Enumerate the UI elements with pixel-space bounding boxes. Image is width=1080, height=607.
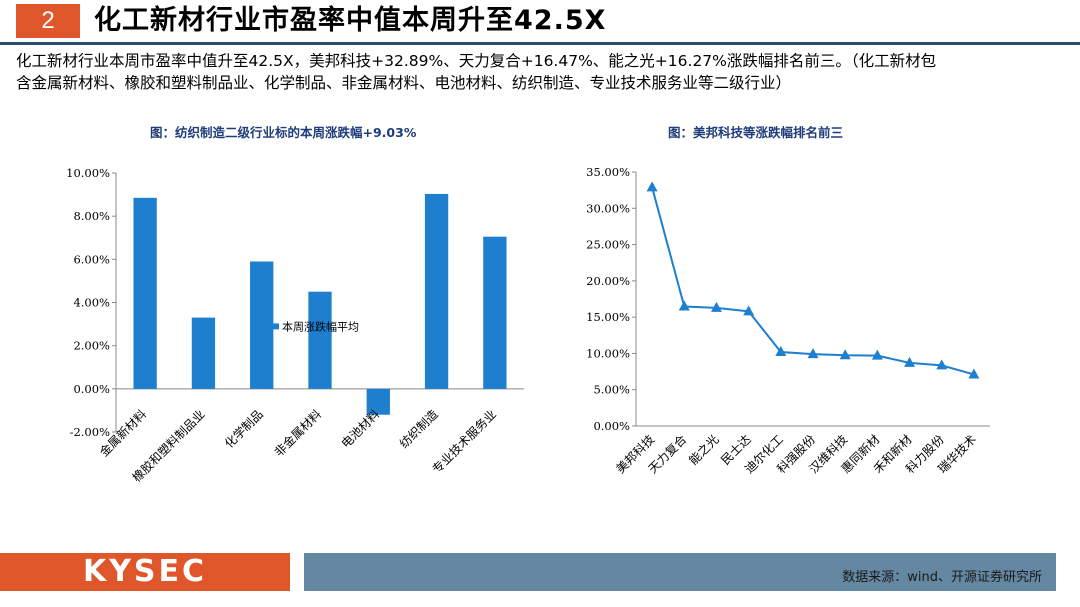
summary-line-2: 含金属新材料、橡胶和塑料制品业、化学制品、非金属材料、电池材料、纺织制造、专业技…	[16, 74, 792, 92]
y-tick-label: 2.00%	[73, 339, 110, 353]
series-line	[651, 187, 975, 376]
x-category-label: 能之光	[686, 432, 721, 467]
title-bar: 2 化工新材行业市盈率中值本周升至42.5X	[0, 0, 1080, 42]
line-point	[743, 305, 755, 316]
line-point	[968, 368, 980, 379]
bar	[424, 193, 449, 389]
line-point	[839, 349, 851, 360]
bar	[366, 388, 390, 415]
y-tick-label: 4.00%	[73, 296, 110, 310]
summary-text: 化工新材行业本周市盈率中值升至42.5X，美邦科技+32.89%、天力复合+16…	[16, 50, 1046, 94]
page-title: 化工新材行业市盈率中值本周升至42.5X	[94, 5, 607, 36]
x-category-label: 电池材料	[339, 407, 383, 451]
bar	[133, 197, 157, 389]
bar	[483, 236, 507, 389]
line-point	[646, 181, 658, 192]
x-category-label: 非金属材料	[271, 406, 324, 459]
x-category-label: 纺织制造	[397, 407, 441, 451]
bar	[308, 291, 332, 389]
line-point	[871, 349, 883, 360]
section-number: 2	[16, 4, 80, 38]
line-point	[936, 359, 948, 370]
footer-source-band	[304, 553, 1056, 591]
line-chart: 35.00% 30.00% 25.00% 20.00% 15.00% 10.00% 5.00…	[586, 165, 990, 476]
bar-chart-title: 图：纺织制造二级行业标的本周涨跌幅+9.03%	[150, 125, 417, 140]
y-tick-label: 8.00%	[73, 209, 110, 223]
y-tick-label: 0.00%	[593, 419, 630, 433]
line-point	[904, 356, 916, 367]
y-tick-label: 10.00%	[586, 346, 630, 360]
legend-swatch	[273, 323, 279, 330]
y-tick-label: 15.00%	[586, 310, 630, 324]
bar	[191, 317, 216, 389]
y-tick-label: 25.00%	[586, 238, 630, 252]
y-tick-label: 20.00%	[586, 274, 630, 288]
x-category-label: 化学制品	[221, 406, 266, 451]
line-chart-title: 图：美邦科技等涨跌幅排名前三	[668, 125, 844, 140]
footer-brand-band	[0, 553, 290, 591]
legend-label: 本周涨跌幅平均	[282, 319, 359, 333]
line-point	[678, 300, 690, 311]
line-point	[775, 345, 787, 356]
title-divider	[0, 42, 1080, 45]
summary-line-1: 化工新材行业本周市盈率中值升至42.5X，美邦科技+32.89%、天力复合+16…	[16, 52, 937, 70]
y-tick-label: 30.00%	[586, 201, 630, 215]
line-point	[807, 348, 819, 359]
y-tick-label: 10.00%	[66, 166, 110, 180]
y-tick-label: 5.00%	[593, 383, 630, 397]
bar	[250, 261, 274, 389]
bar-chart: 10.00%8.00%6.00%4.00%2.00%0.00%-2.00%金属新…	[66, 166, 524, 485]
data-source: 数据来源：wind、开源证券研究所	[842, 570, 1042, 585]
y-tick-label: 6.00%	[73, 252, 110, 266]
y-tick-label: 0.00%	[73, 382, 110, 396]
line-point	[710, 301, 722, 312]
y-tick-label: -2.00%	[70, 425, 110, 439]
kysec-logo: KYSEC	[82, 554, 208, 589]
y-tick-label: 35.00%	[586, 165, 630, 179]
